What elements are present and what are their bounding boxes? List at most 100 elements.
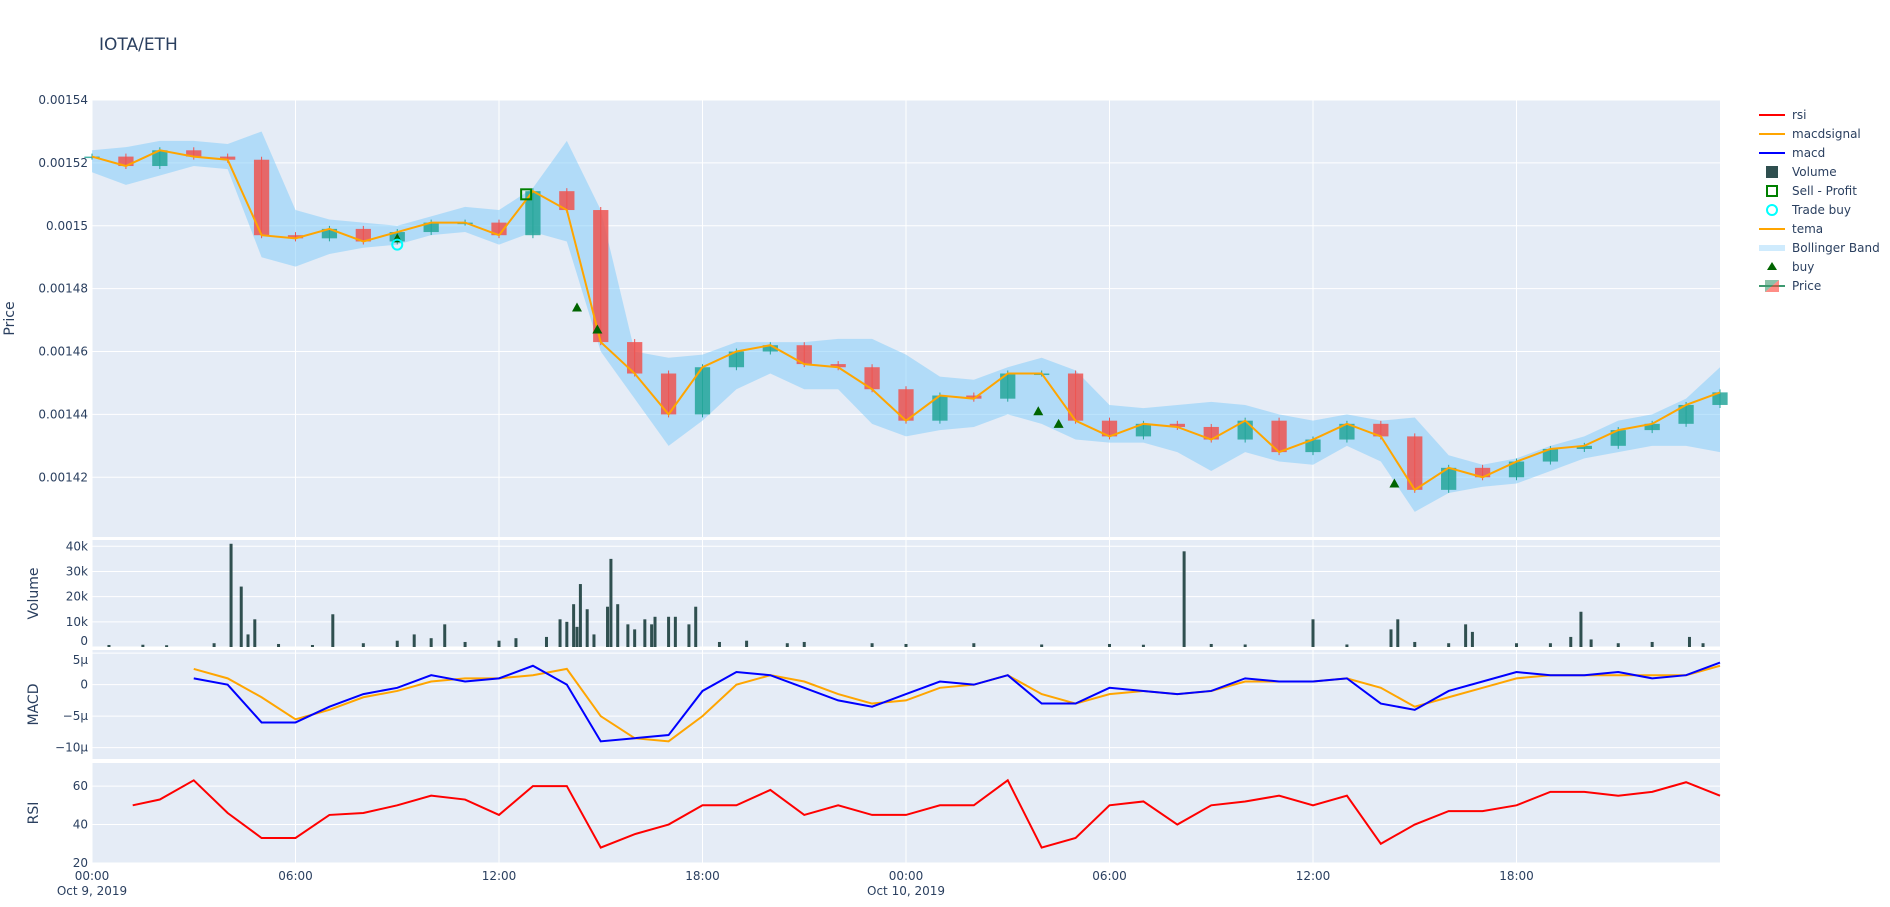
volume-bar bbox=[1345, 644, 1349, 647]
candle bbox=[1067, 373, 1084, 421]
legend-item-price[interactable]: Price bbox=[1759, 279, 1821, 293]
price-y-tick-label: 0.00152 bbox=[38, 156, 88, 170]
volume-bar bbox=[785, 643, 789, 647]
candle bbox=[118, 156, 134, 167]
volume-bar bbox=[514, 638, 518, 647]
volume-bar bbox=[107, 644, 111, 647]
volume-bar bbox=[653, 616, 657, 647]
legend-triangle-icon bbox=[1767, 262, 1777, 270]
legend-item-macdsignal[interactable]: macdsignal bbox=[1759, 127, 1861, 141]
candle bbox=[321, 228, 338, 239]
candle bbox=[593, 210, 609, 343]
legend-item-macd[interactable]: macd bbox=[1759, 146, 1825, 160]
volume-bar bbox=[1040, 644, 1044, 647]
volume-y-tick-label: 20k bbox=[66, 590, 88, 604]
legend: rsi macdsignal macd Volume Sell - Profit Trad… bbox=[1759, 108, 1880, 293]
legend-label: buy bbox=[1792, 260, 1814, 274]
volume-bar bbox=[667, 616, 671, 647]
legend-item-rsi[interactable]: rsi bbox=[1759, 108, 1807, 122]
volume-bar bbox=[1447, 643, 1451, 647]
volume-bar bbox=[1470, 631, 1474, 647]
chart-title: IOTA/ETH bbox=[99, 35, 178, 55]
macd-line bbox=[193, 661, 1721, 743]
rsi-series bbox=[132, 778, 1721, 849]
macd-y-tick-label: −5µ bbox=[63, 709, 89, 723]
buy-marker bbox=[572, 302, 583, 312]
candle bbox=[1339, 423, 1355, 440]
volume-y-tick-label: 40k bbox=[66, 539, 88, 553]
legend-label: tema bbox=[1792, 222, 1823, 236]
volume-bar bbox=[1548, 643, 1552, 647]
candle bbox=[728, 351, 745, 368]
legend-label: rsi bbox=[1792, 108, 1807, 122]
volume-bar bbox=[1182, 551, 1186, 647]
volume-bar bbox=[1650, 641, 1654, 647]
candle bbox=[220, 156, 236, 160]
legend-item-volume[interactable]: Volume bbox=[1766, 165, 1837, 179]
volume-bar bbox=[1589, 639, 1593, 647]
volume-bar bbox=[1108, 643, 1111, 647]
price-series bbox=[84, 131, 1728, 512]
candle bbox=[1407, 436, 1423, 490]
volume-bar bbox=[1209, 643, 1213, 647]
volume-bar bbox=[1687, 636, 1691, 647]
candle bbox=[660, 373, 677, 415]
candle bbox=[1441, 467, 1457, 490]
x-tick-label: 18:00 bbox=[1499, 869, 1534, 883]
candle bbox=[864, 367, 880, 390]
legend-item-tema[interactable]: tema bbox=[1759, 222, 1823, 236]
volume-bar bbox=[609, 558, 613, 647]
volume-bar bbox=[253, 619, 257, 647]
price-y-tick-label: 0.00142 bbox=[38, 470, 88, 484]
candle bbox=[627, 342, 643, 374]
candle bbox=[1000, 373, 1016, 399]
legend-square-open-icon bbox=[1766, 185, 1778, 197]
volume-bar bbox=[1515, 643, 1518, 647]
tema-line bbox=[91, 149, 1721, 492]
trade-buy-marker bbox=[391, 238, 404, 251]
candle bbox=[1373, 423, 1389, 437]
buy-marker bbox=[1033, 406, 1044, 416]
legend-square-icon bbox=[1766, 166, 1778, 178]
candle bbox=[796, 345, 812, 365]
volume-bar bbox=[1616, 643, 1620, 647]
volume-bar bbox=[1389, 629, 1393, 647]
candle bbox=[1576, 445, 1592, 449]
volume-bar bbox=[310, 644, 314, 647]
candle bbox=[1474, 467, 1491, 478]
volume-bar bbox=[643, 619, 647, 647]
volume-series bbox=[107, 543, 1705, 647]
legend-label: Price bbox=[1792, 279, 1821, 293]
volume-bar bbox=[429, 638, 433, 647]
volume-y-tick-label: 30k bbox=[66, 564, 88, 578]
candle bbox=[1712, 392, 1728, 405]
candle bbox=[559, 191, 575, 211]
legend-item-sell-profit[interactable]: Sell - Profit bbox=[1766, 184, 1857, 198]
volume-bar bbox=[331, 614, 335, 647]
candle bbox=[1610, 430, 1626, 446]
volume-bar bbox=[650, 624, 654, 647]
legend-item-trade-buy[interactable]: Trade buy bbox=[1766, 203, 1851, 217]
macd-axis-title: MACD bbox=[26, 684, 42, 726]
candle bbox=[762, 345, 778, 352]
volume-bar bbox=[277, 643, 281, 647]
rsi-y-tick-label: 60 bbox=[73, 779, 88, 793]
volume-bar bbox=[212, 643, 216, 647]
legend-item-buy[interactable]: buy bbox=[1767, 260, 1814, 274]
volume-bar bbox=[395, 640, 399, 647]
legend-item-bollinger-band[interactable]: Bollinger Band bbox=[1759, 241, 1880, 255]
candle bbox=[1508, 461, 1525, 478]
volume-bar bbox=[633, 629, 637, 647]
x-tick-date-label: Oct 10, 2019 bbox=[867, 884, 945, 898]
volume-bar bbox=[1464, 624, 1468, 647]
volume-bar bbox=[626, 624, 630, 647]
volume-bar bbox=[802, 641, 806, 647]
volume-bar bbox=[463, 641, 467, 647]
candle bbox=[694, 367, 711, 415]
legend-band-icon bbox=[1759, 245, 1785, 251]
volume-bar bbox=[497, 640, 501, 647]
candle bbox=[152, 150, 168, 167]
volume-bar bbox=[616, 604, 620, 647]
volume-bar bbox=[558, 619, 562, 647]
